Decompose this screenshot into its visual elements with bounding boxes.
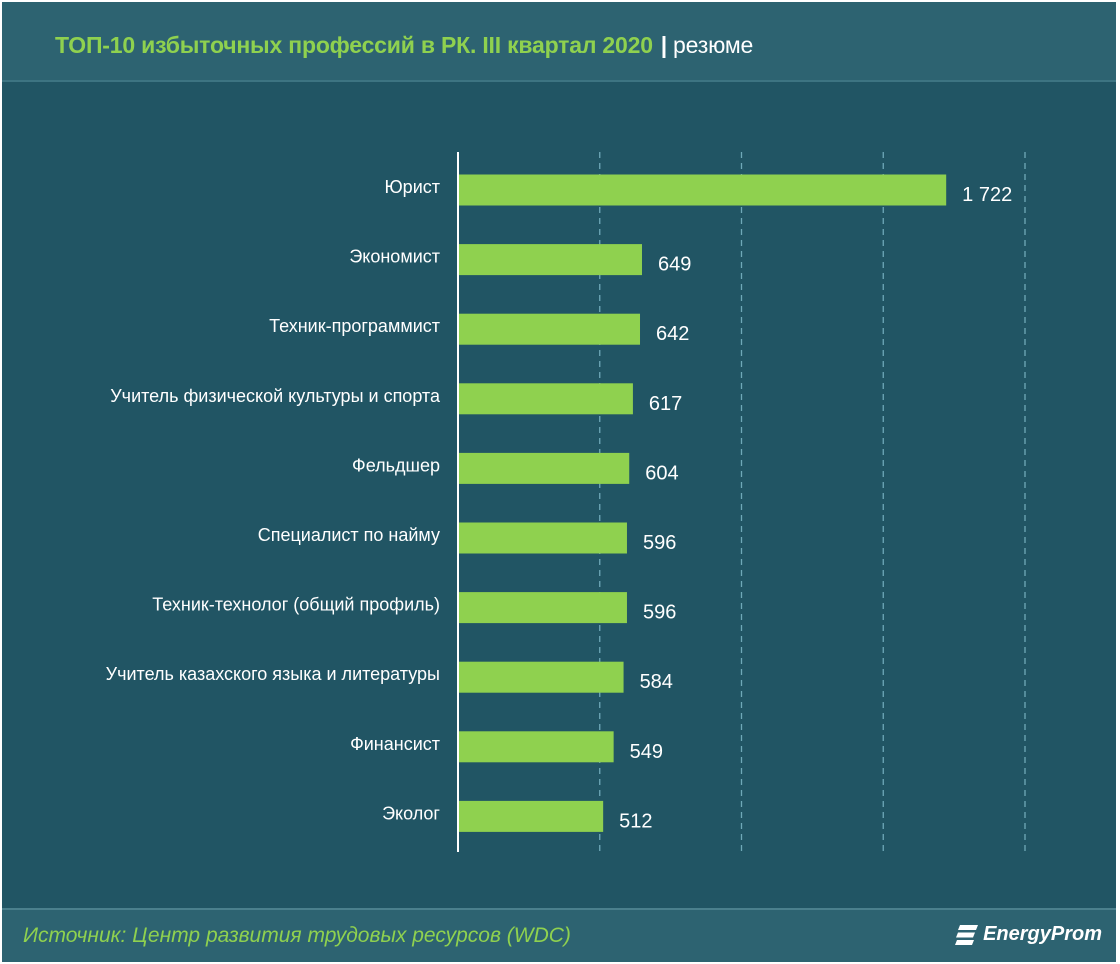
value-label: 642 <box>656 323 689 345</box>
title-unit: резюме <box>673 32 754 58</box>
title-text: ТОП-10 избыточных профессий в РК. III кв… <box>55 32 653 58</box>
chart-header: ТОП-10 избыточных профессий в РК. III кв… <box>2 2 1116 82</box>
value-label: 604 <box>645 462 678 484</box>
value-label: 596 <box>643 532 676 554</box>
category-label: Учитель казахского языка и литературы <box>106 664 440 684</box>
chart-footer: Источник: Центр развития трудовых ресурс… <box>2 908 1116 962</box>
category-label: Экономист <box>349 247 440 267</box>
category-label: Специалист по найму <box>258 525 440 545</box>
brand-name: EnergyProm <box>983 923 1102 945</box>
bar <box>458 522 627 554</box>
category-label: Фельдшер <box>352 455 440 475</box>
category-label: Юрист <box>385 177 441 197</box>
bar <box>458 592 627 624</box>
bar <box>458 383 633 415</box>
bar <box>458 313 641 345</box>
value-label: 584 <box>640 671 673 693</box>
value-label: 617 <box>649 393 682 415</box>
value-label: 649 <box>658 254 691 276</box>
category-label: Эколог <box>382 803 440 823</box>
brand-logo: EnergyProm <box>955 923 1102 946</box>
category-label: Техник-программист <box>269 316 440 336</box>
category-label: Учитель физической культуры и спорта <box>110 386 441 406</box>
value-label: 549 <box>630 741 663 763</box>
category-label: Техник-технолог (общий профиль) <box>152 595 440 615</box>
bar <box>458 452 630 484</box>
value-label: 512 <box>619 810 652 832</box>
bar <box>458 244 642 276</box>
bar <box>458 800 604 832</box>
bar <box>458 731 614 763</box>
value-label: 596 <box>643 602 676 624</box>
chart-title: ТОП-10 избыточных профессий в РК. III кв… <box>55 32 753 59</box>
category-label: Финансист <box>350 734 440 754</box>
bar <box>458 661 624 693</box>
value-label: 1 722 <box>962 184 1012 206</box>
energyprom-logo-icon <box>955 924 979 945</box>
source-note: Источник: Центр развития трудовых ресурс… <box>23 924 571 947</box>
bar <box>458 174 947 206</box>
bar-chart: Юрист 1 722 Экономист 649 Техник-программист… <box>106 152 1026 852</box>
title-separator: | <box>660 32 668 58</box>
